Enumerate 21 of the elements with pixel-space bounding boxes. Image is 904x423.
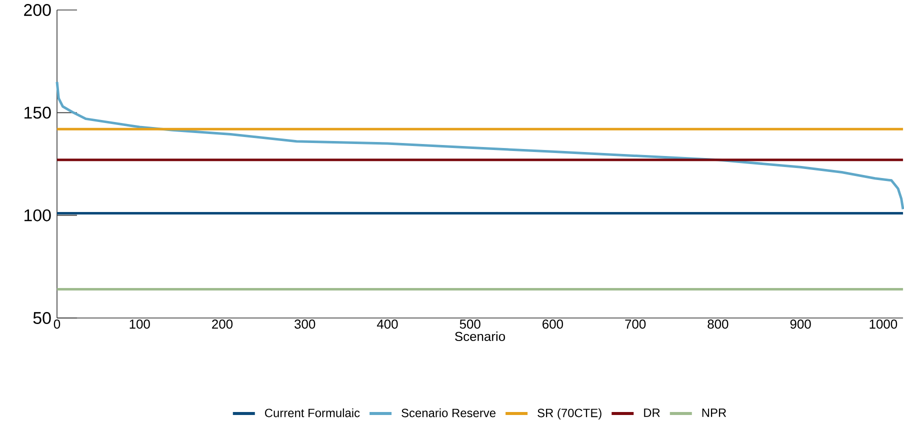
x-tick-label: 700 <box>625 320 646 329</box>
y-tick-label: 150 <box>24 106 51 119</box>
x-tick-label: 200 <box>212 320 233 329</box>
legend-label: Scenario Reserve <box>402 408 496 418</box>
x-tick-label: 600 <box>542 320 564 329</box>
x-tick-label: 0 <box>54 320 60 329</box>
legend-label: NPR <box>702 408 726 417</box>
x-tick-label: 100 <box>130 320 150 329</box>
x-tick-label: 800 <box>708 320 728 329</box>
y-tick-label: 100 <box>24 209 51 222</box>
x-tick-label: 1000 <box>870 320 898 329</box>
legend-label: DR <box>644 408 660 417</box>
x-tick-label: 900 <box>790 320 811 329</box>
y-tick-label: 50 <box>33 312 51 324</box>
legend-label: SR (70CTE) <box>538 408 602 420</box>
x-axis-title: Scenario <box>455 332 506 342</box>
x-tick-label: 500 <box>460 320 480 329</box>
x-tick-label: 300 <box>294 320 316 329</box>
x-tick-label: 400 <box>376 320 398 329</box>
legend-label: Current Formulaic <box>264 408 360 418</box>
y-tick-label: 200 <box>24 4 51 16</box>
